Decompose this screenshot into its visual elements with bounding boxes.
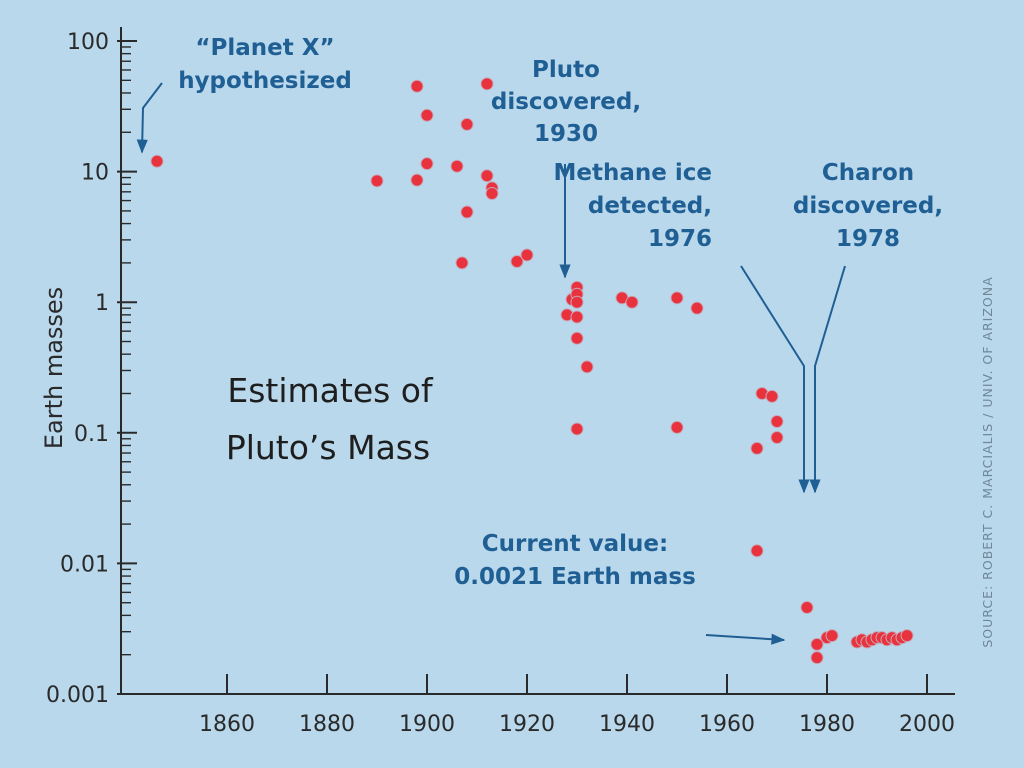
data-point [570, 422, 584, 436]
chart-title-line1: Estimates of [227, 371, 434, 410]
annotation-pluto-discovered: discovered, [491, 89, 641, 115]
arrow-planet-x [136, 82, 163, 154]
x-tick-label: 1980 [799, 712, 855, 737]
data-point [460, 205, 474, 219]
data-point [520, 248, 534, 262]
x-tick-label: 1900 [399, 712, 455, 737]
data-point [450, 159, 464, 173]
y-tick-label: 1 [95, 291, 109, 316]
data-point [750, 441, 764, 455]
arrow-current-value [705, 633, 786, 645]
data-point [420, 108, 434, 122]
y-tick-label: 100 [67, 30, 109, 55]
data-point [670, 420, 684, 434]
data-point [460, 117, 474, 131]
data-point [455, 256, 469, 270]
source-credit: SOURCE: ROBERT C. MARCIALIS / UNIV. OF A… [980, 276, 995, 647]
annotation-pluto-discovered: Pluto [532, 57, 600, 83]
annotations: “Planet X” hypothesized Pluto discovered, 19… [136, 35, 943, 645]
annotation-charon: Charon [822, 160, 914, 186]
y-tick-label: 10 [81, 161, 109, 186]
data-point [485, 186, 499, 200]
y-tick-label: 0.001 [46, 683, 109, 708]
data-point [770, 415, 784, 429]
data-point [625, 295, 639, 309]
data-point [810, 651, 824, 665]
annotation-methane-ice: 1976 [648, 226, 712, 252]
y-tick-label: 0.1 [74, 422, 109, 447]
annotation-methane-ice: detected, [588, 193, 712, 219]
data-point [580, 360, 594, 374]
annotation-planet-x: “Planet X” [195, 35, 334, 61]
y-ticks: 0.001 0.01 0.1 1 10 100 [46, 30, 137, 708]
data-point [410, 79, 424, 93]
data-points [150, 77, 914, 665]
data-point [670, 291, 684, 305]
arrow-methane-ice [740, 265, 810, 494]
y-minor-ticks [121, 46, 131, 656]
data-point [420, 157, 434, 171]
arrow-charon [809, 265, 846, 494]
data-point [750, 544, 764, 558]
annotation-planet-x: hypothesized [178, 68, 352, 94]
annotation-current-value: Current value: [482, 531, 668, 557]
x-ticks: 1860 1880 1900 1920 1940 1960 1980 2000 [199, 674, 955, 737]
x-tick-label: 1880 [299, 712, 355, 737]
data-point [825, 629, 839, 643]
data-point [510, 254, 524, 268]
x-tick-label: 1920 [499, 712, 555, 737]
y-axis-label: Earth masses [40, 287, 68, 449]
data-point [410, 173, 424, 187]
y-tick-label: 0.01 [60, 552, 109, 577]
data-point [810, 637, 824, 651]
x-tick-label: 1940 [599, 712, 655, 737]
data-point [370, 174, 384, 188]
x-tick-label: 1960 [699, 712, 755, 737]
data-point [900, 629, 914, 643]
data-point [480, 169, 494, 183]
data-point [480, 77, 494, 91]
data-point [770, 431, 784, 445]
annotation-methane-ice: Methane ice [554, 160, 712, 186]
chart-title-line2: Pluto’s Mass [226, 428, 430, 467]
x-tick-label: 1860 [199, 712, 255, 737]
data-point [150, 154, 164, 168]
annotation-charon: 1978 [836, 226, 900, 252]
annotation-current-value: 0.0021 Earth mass [454, 564, 696, 590]
data-point [570, 295, 584, 309]
annotation-charon: discovered, [793, 193, 943, 219]
x-tick-label: 2000 [899, 712, 955, 737]
annotation-pluto-discovered: 1930 [534, 121, 598, 147]
data-point [570, 310, 584, 324]
data-point [765, 389, 779, 403]
data-point [800, 600, 814, 614]
data-point [570, 331, 584, 345]
data-point [690, 301, 704, 315]
axes [120, 27, 955, 695]
